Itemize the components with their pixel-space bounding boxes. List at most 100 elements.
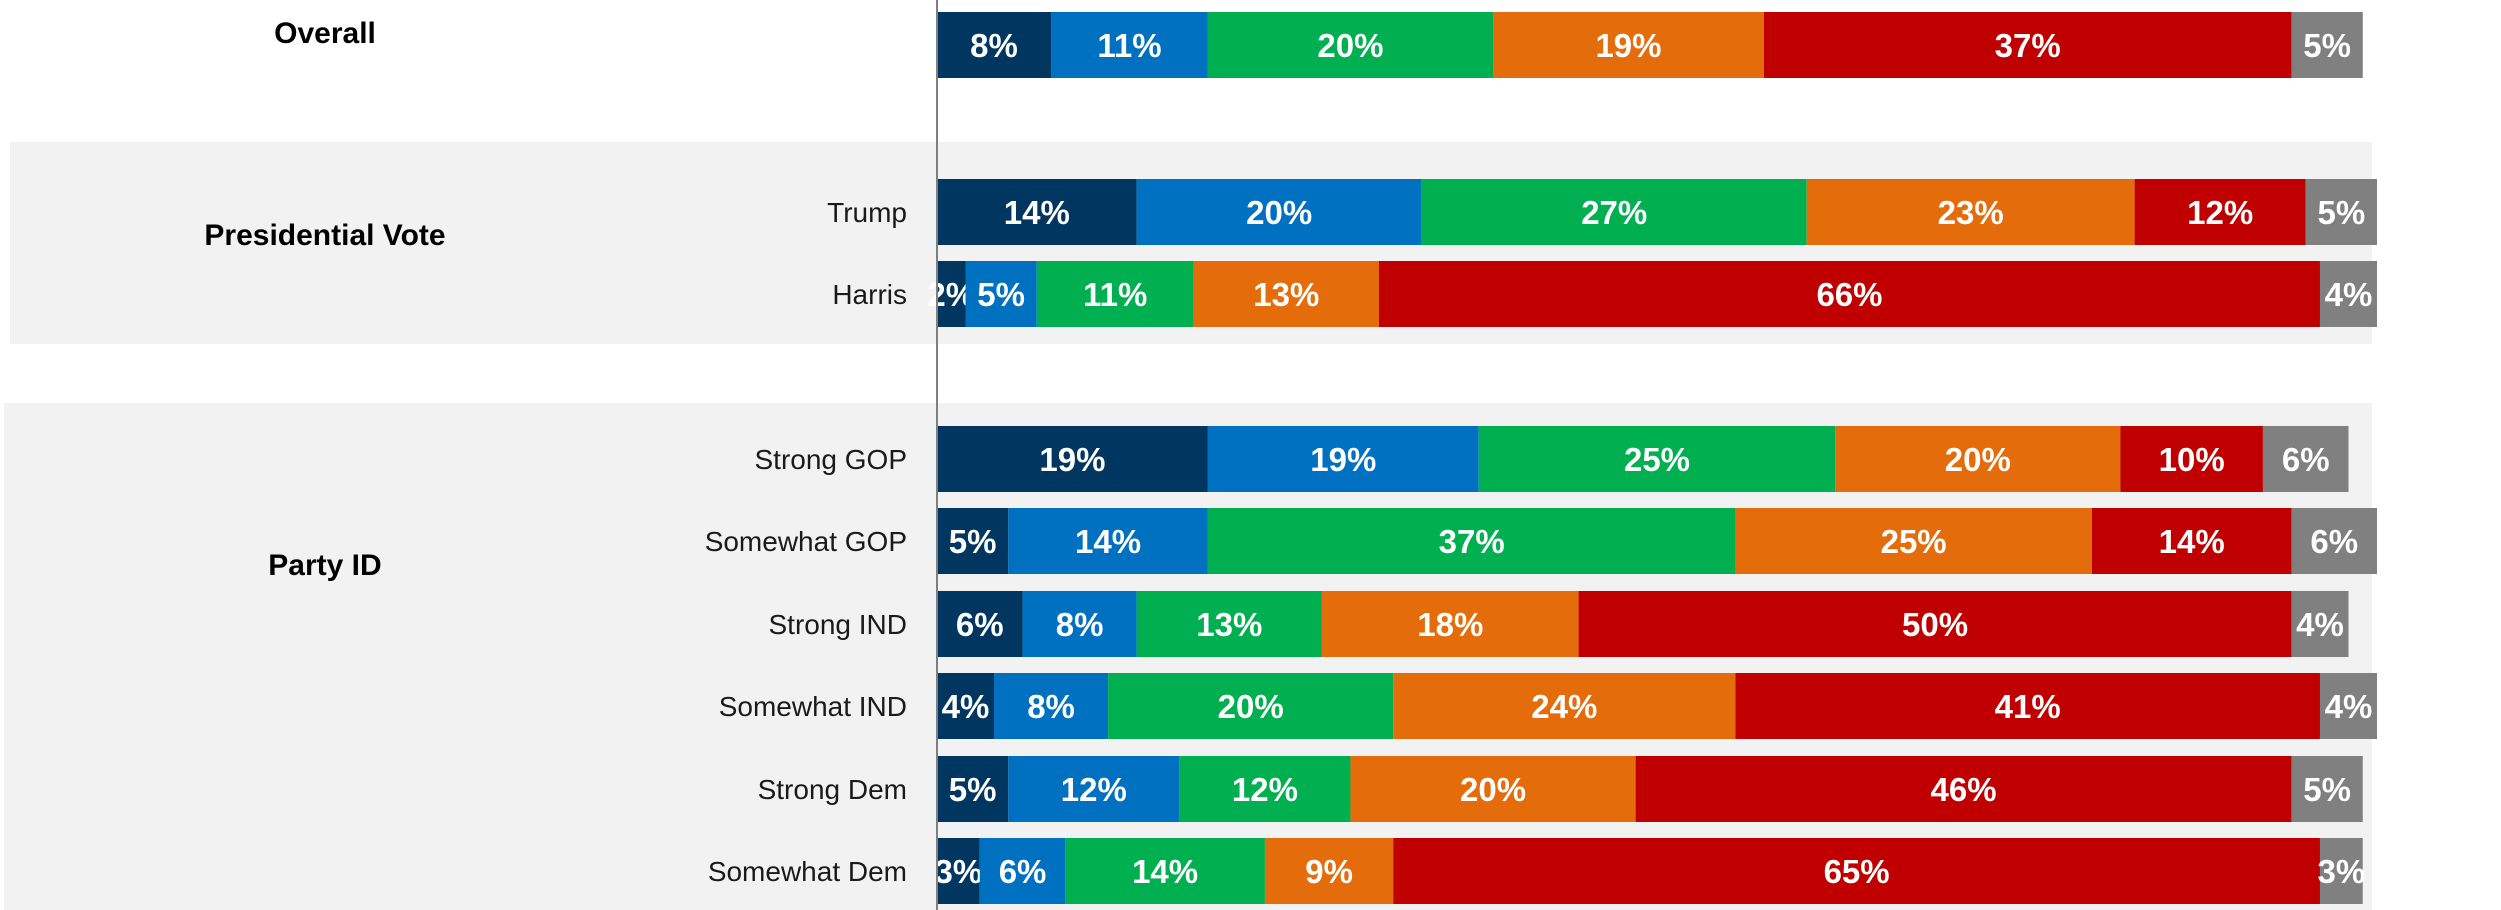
bar-segment — [1207, 508, 1736, 574]
row-label: Strong IND — [769, 609, 908, 640]
segment-value-label: 18% — [1417, 606, 1483, 643]
bar-segment — [1264, 838, 1394, 904]
segment-value-label: 13% — [1196, 606, 1262, 643]
segment-value-label: 4% — [2325, 688, 2373, 725]
bar-segment — [1207, 426, 1479, 492]
segment-value-label: 11% — [1083, 276, 1147, 313]
segment-value-label: 65% — [1824, 853, 1890, 890]
bar-segment — [1108, 673, 1394, 739]
segment-value-label: 5% — [2318, 194, 2366, 231]
segment-value-label: 20% — [1945, 441, 2011, 478]
segment-value-label: 5% — [977, 276, 1025, 313]
bar-segment — [1421, 179, 1807, 245]
bar-segment — [937, 673, 995, 739]
segment-value-label: 19% — [1310, 441, 1376, 478]
bar-segment — [937, 591, 1023, 657]
segment-value-label: 20% — [1460, 771, 1526, 808]
bar-segment — [2305, 179, 2377, 245]
bar-segment — [1350, 756, 1636, 822]
bar-segment — [1207, 12, 1494, 78]
segment-value-label: 6% — [2310, 523, 2358, 560]
segment-value-label: 5% — [949, 523, 997, 560]
segment-value-label: 20% — [1218, 688, 1284, 725]
bar-segment — [2134, 179, 2306, 245]
bar-segment — [937, 508, 1009, 574]
segment-value-label: 50% — [1902, 606, 1968, 643]
bar-segment — [937, 261, 966, 327]
bar-segment — [2120, 426, 2263, 492]
bar-segment — [1051, 12, 1208, 78]
bar-segment — [2291, 12, 2363, 78]
segment-value-label: 8% — [1027, 688, 1075, 725]
segment-value-label: 4% — [2296, 606, 2344, 643]
group-title: Overall — [274, 17, 376, 50]
segment-value-label: 46% — [1931, 771, 1997, 808]
bar-segment — [1393, 838, 2320, 904]
bar-segment — [1478, 426, 1836, 492]
segment-value-label: 8% — [970, 27, 1018, 64]
bar-segment — [2291, 508, 2377, 574]
row-label: Somewhat GOP — [705, 526, 907, 557]
bar-segment — [1193, 261, 1379, 327]
segment-value-label: 41% — [1995, 688, 2061, 725]
segment-value-label: 23% — [1938, 194, 2004, 231]
segment-value-label: 27% — [1581, 194, 1647, 231]
bar-segment — [1179, 756, 1351, 822]
bar-segment — [2091, 508, 2292, 574]
bar-segment — [1136, 591, 1322, 657]
segment-value-label: 6% — [2282, 441, 2330, 478]
segment-value-label: 3% — [935, 853, 983, 890]
segment-value-label: 6% — [956, 606, 1004, 643]
bar-segment — [1578, 591, 2292, 657]
bar-segment — [994, 673, 1109, 739]
segment-value-label: 14% — [1075, 523, 1141, 560]
bar-segment — [2319, 673, 2377, 739]
bar-segment — [1321, 591, 1579, 657]
row-label: Harris — [832, 279, 907, 310]
segment-value-label: 12% — [1061, 771, 1127, 808]
segment-value-label: 4% — [942, 688, 990, 725]
bar-segment — [1493, 12, 1764, 78]
segment-value-label: 5% — [2303, 27, 2351, 64]
row-label: Somewhat IND — [719, 691, 907, 722]
segment-value-label: 20% — [1317, 27, 1383, 64]
bar-segment — [1835, 426, 2121, 492]
bar-segment — [1393, 673, 1736, 739]
bar-segment — [1022, 591, 1137, 657]
segment-value-label: 66% — [1816, 276, 1882, 313]
row-label: Trump — [827, 197, 907, 228]
bar-segment — [1008, 508, 1208, 574]
bar-segment — [979, 838, 1066, 904]
segment-value-label: 12% — [1232, 771, 1298, 808]
segment-value-label: 11% — [1097, 27, 1161, 64]
bar-segment — [1065, 838, 1265, 904]
bar-segment — [1008, 756, 1180, 822]
segment-value-label: 5% — [2303, 771, 2351, 808]
bar-segment — [937, 756, 1009, 822]
segment-value-label: 37% — [1995, 27, 2061, 64]
segment-value-label: 19% — [1595, 27, 1661, 64]
segment-value-label: 4% — [2325, 276, 2373, 313]
bar-segment — [1378, 261, 2320, 327]
segment-value-label: 10% — [2159, 441, 2225, 478]
segment-value-label: 12% — [2187, 194, 2253, 231]
group-title: Presidential Vote — [204, 219, 445, 252]
bar-segment — [1763, 12, 2292, 78]
bar-segment — [937, 12, 1052, 78]
row-label: Strong GOP — [754, 444, 907, 475]
segment-value-label: 24% — [1531, 688, 1597, 725]
segment-value-label: 14% — [2159, 523, 2225, 560]
bar-segment — [1036, 261, 1194, 327]
row-label: Somewhat Dem — [708, 856, 907, 887]
bar-segment — [1735, 673, 2320, 739]
segment-value-label: 8% — [1056, 606, 1104, 643]
bar-segment — [1806, 179, 2135, 245]
bar-segment — [2319, 261, 2377, 327]
segment-value-label: 3% — [2318, 853, 2366, 890]
segment-value-label: 25% — [1881, 523, 1947, 560]
bar-segment — [1635, 756, 2292, 822]
bar-segment — [965, 261, 1037, 327]
segment-value-label: 37% — [1439, 523, 1505, 560]
bar-segment — [2262, 426, 2349, 492]
